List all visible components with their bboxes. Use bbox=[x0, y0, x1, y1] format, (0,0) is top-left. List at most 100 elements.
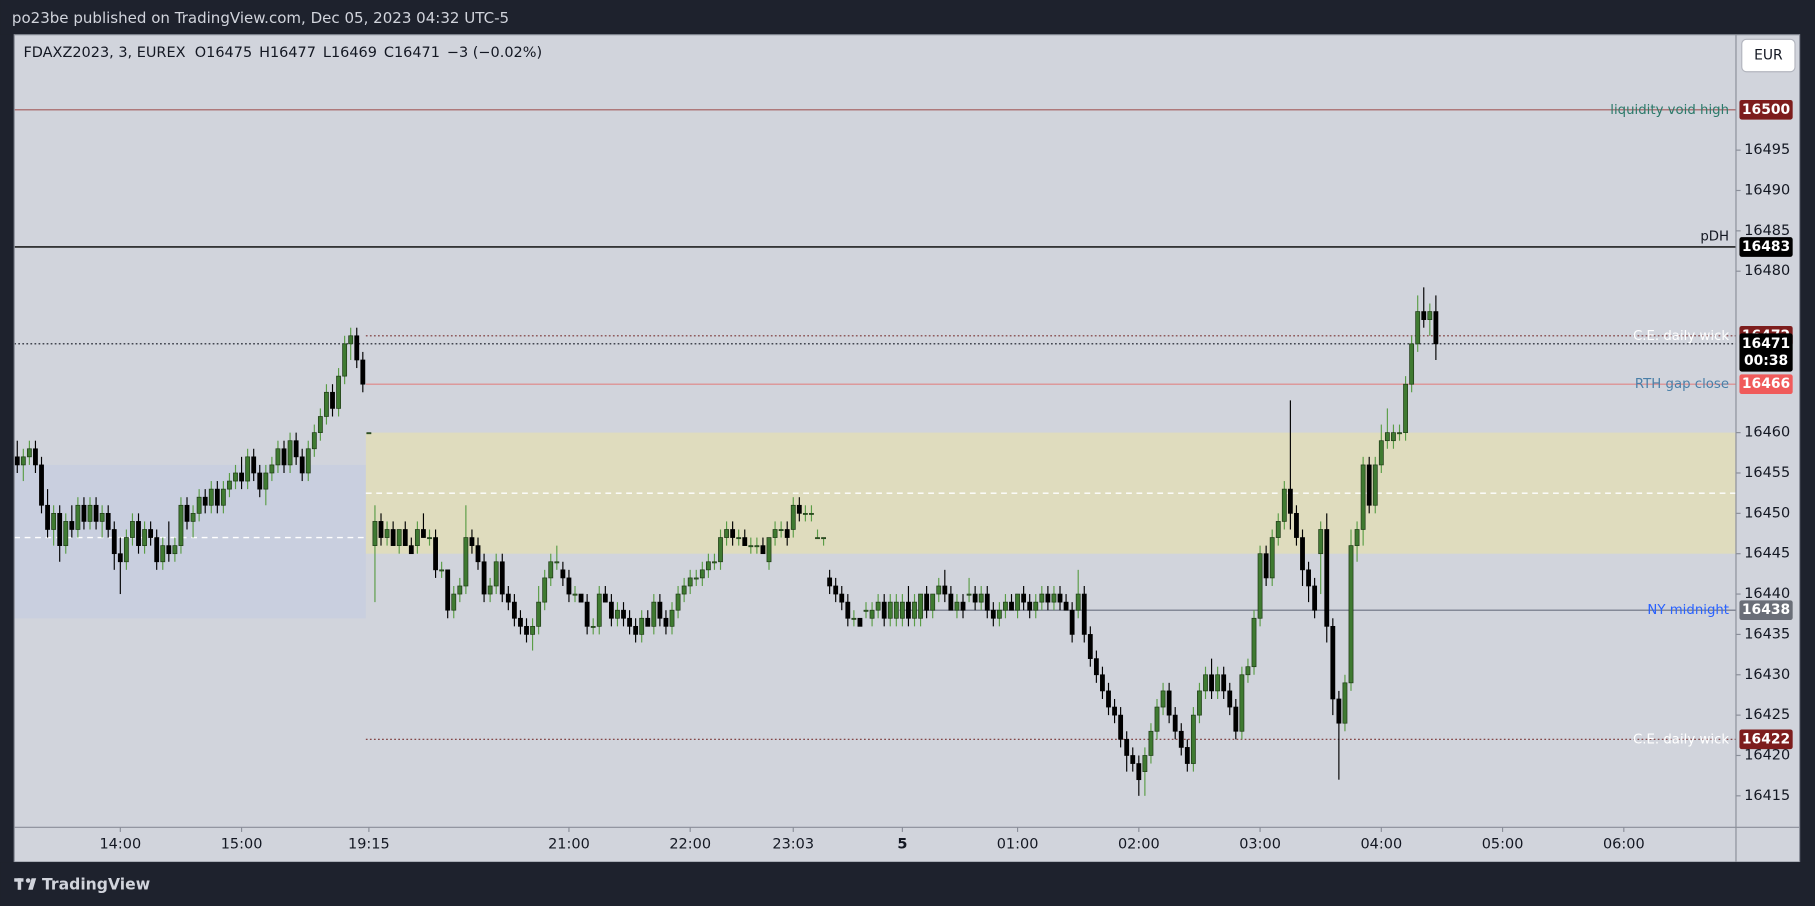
level-price-box bbox=[1739, 729, 1793, 750]
candle-body bbox=[833, 585, 839, 595]
candle-body bbox=[269, 464, 275, 474]
candle-body bbox=[675, 593, 681, 611]
candle-body bbox=[1166, 690, 1172, 716]
candle-body bbox=[560, 569, 566, 579]
level-label: C.E. daily wick bbox=[1633, 732, 1729, 747]
candle-body bbox=[984, 593, 990, 611]
candle-body bbox=[851, 617, 857, 620]
candle-body bbox=[578, 593, 584, 603]
ohlc-value: 16469 bbox=[331, 45, 377, 61]
candle-body bbox=[1336, 698, 1342, 724]
candle-body bbox=[1118, 714, 1124, 740]
candle-body bbox=[912, 601, 917, 619]
ohlc-value: 16475 bbox=[206, 45, 252, 61]
x-tick-label: 22:00 bbox=[669, 837, 711, 853]
candle-body bbox=[742, 537, 748, 546]
candle-body bbox=[942, 585, 948, 595]
candle-body bbox=[1160, 690, 1166, 708]
y-tick-label: 16480 bbox=[1744, 263, 1790, 279]
change: −3 (−0.02%) bbox=[447, 45, 542, 61]
candle-body bbox=[821, 537, 826, 540]
candle-body bbox=[839, 593, 845, 603]
candle-body bbox=[105, 512, 111, 530]
x-tick-label: 23:03 bbox=[772, 837, 814, 853]
candle-body bbox=[990, 609, 996, 619]
candle-body bbox=[542, 577, 548, 603]
candle-body bbox=[996, 609, 1002, 619]
candle-body bbox=[1009, 601, 1014, 611]
candle-body bbox=[724, 529, 729, 538]
candle-body bbox=[263, 472, 269, 490]
candle-body bbox=[1378, 440, 1384, 466]
candle-body bbox=[524, 625, 529, 635]
candle-body bbox=[26, 448, 32, 458]
candle-body bbox=[1057, 593, 1063, 603]
candle-body bbox=[809, 512, 814, 515]
logo-part bbox=[25, 878, 31, 883]
candle-body bbox=[736, 537, 742, 540]
candle-body bbox=[360, 359, 366, 385]
candle-body bbox=[1421, 311, 1427, 320]
candle-body bbox=[14, 456, 20, 466]
candle-body bbox=[790, 504, 796, 530]
candle-body bbox=[433, 537, 438, 571]
candle-body bbox=[1142, 755, 1148, 772]
candle-body bbox=[881, 601, 887, 619]
level-label: C.E. daily wick bbox=[1633, 329, 1729, 344]
symbol: FDAXZ2023, 3, EUREX bbox=[23, 45, 185, 61]
currency[interactable]: EUR bbox=[1754, 48, 1783, 64]
candle-body bbox=[1281, 488, 1287, 522]
candle-body bbox=[220, 488, 226, 506]
candle-body bbox=[548, 561, 554, 579]
candle-body bbox=[1197, 690, 1202, 716]
candle-body bbox=[469, 537, 475, 546]
footer-bar bbox=[0, 862, 1815, 906]
candle-body bbox=[1294, 512, 1299, 538]
candle-body bbox=[366, 432, 372, 435]
candle-body bbox=[275, 448, 281, 466]
currency-button[interactable] bbox=[1741, 38, 1796, 73]
candle-body bbox=[1100, 674, 1105, 692]
candle-body bbox=[936, 585, 942, 595]
candle-body bbox=[384, 529, 390, 538]
candle-body bbox=[305, 448, 311, 474]
x-tick-label: 04:00 bbox=[1360, 837, 1402, 853]
candle-body bbox=[287, 440, 293, 466]
logo-part bbox=[28, 878, 37, 890]
candle-body bbox=[396, 529, 402, 546]
candle-body bbox=[117, 553, 123, 563]
candle-body bbox=[172, 545, 178, 555]
candle-body bbox=[845, 601, 851, 619]
x-tick-label: 02:00 bbox=[1118, 837, 1160, 853]
candle-body bbox=[1269, 537, 1275, 579]
candle-body bbox=[645, 617, 651, 627]
candle-body bbox=[893, 601, 899, 619]
candle-body bbox=[530, 625, 535, 635]
last-price-box bbox=[1739, 333, 1793, 372]
candle-body bbox=[51, 512, 57, 530]
level-label: liquidity void high bbox=[1610, 103, 1729, 118]
brand: TradingView bbox=[42, 876, 150, 894]
candle-body bbox=[1203, 674, 1208, 692]
candle-body bbox=[1075, 593, 1081, 611]
candle-body bbox=[918, 593, 923, 619]
candle-body bbox=[87, 504, 93, 522]
candle-body bbox=[402, 529, 408, 546]
candle-body bbox=[99, 512, 105, 522]
candle-body bbox=[1178, 730, 1184, 748]
candle-body bbox=[693, 577, 699, 580]
candle-body bbox=[1300, 537, 1305, 571]
candle-body bbox=[875, 601, 881, 611]
candle-body bbox=[348, 335, 354, 345]
candle-body bbox=[1263, 553, 1269, 579]
candle-body bbox=[639, 617, 645, 635]
candle-body bbox=[1384, 432, 1390, 442]
candle-body bbox=[718, 537, 723, 563]
candle-body bbox=[748, 545, 754, 548]
candle-body bbox=[1372, 464, 1378, 506]
candle-body bbox=[584, 601, 590, 627]
candle-body bbox=[1051, 593, 1057, 603]
candle-body bbox=[633, 625, 639, 635]
candle-body bbox=[1112, 706, 1117, 716]
